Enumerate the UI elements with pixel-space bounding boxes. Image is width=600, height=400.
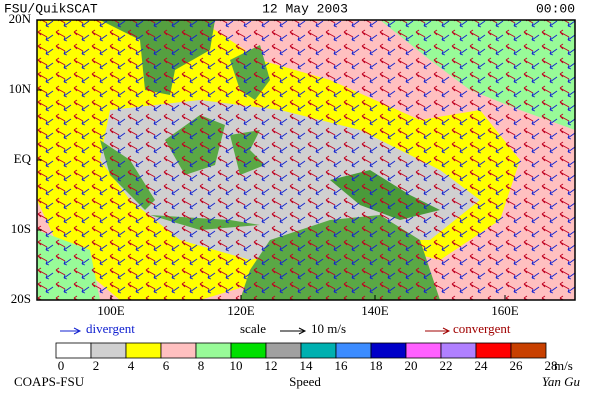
colorbar-label: 6 bbox=[163, 358, 170, 373]
colorbar-label: 10 bbox=[230, 358, 243, 373]
footer-right: Yan Gu bbox=[542, 374, 581, 389]
map bbox=[36, 19, 576, 301]
colorbar-label: 0 bbox=[58, 358, 65, 373]
latitude-label: 20N bbox=[9, 11, 32, 26]
legend-divergent: divergent bbox=[86, 321, 135, 336]
colorbar-label: 24 bbox=[475, 358, 489, 373]
colorbar-label: 12 bbox=[265, 358, 278, 373]
color-box bbox=[440, 342, 477, 359]
color-box bbox=[370, 342, 407, 359]
color-box bbox=[55, 342, 92, 359]
arrow-legend: divergent scale 10 m/s convergent bbox=[60, 321, 511, 336]
colorbar-label: 26 bbox=[510, 358, 524, 373]
colorbar-label: 20 bbox=[405, 358, 418, 373]
latitude-label: 10N bbox=[9, 81, 32, 96]
color-box bbox=[475, 342, 512, 359]
latitude-label: 20S bbox=[11, 291, 31, 306]
legend-scale: scale bbox=[240, 321, 266, 336]
colorbar-label: 18 bbox=[370, 358, 383, 373]
color-box bbox=[300, 342, 337, 359]
color-box bbox=[230, 342, 267, 359]
scale-arrow bbox=[280, 327, 307, 335]
footer-left: COAPS-FSU bbox=[14, 374, 85, 389]
color-box bbox=[90, 342, 127, 359]
colorbar-label: 8 bbox=[198, 358, 205, 373]
colorbar: 0 2 4 6 8 10 12 14 16 18 20 22 24 26 28m/s bbox=[55, 342, 573, 373]
latitude-axis: 20N 10N EQ 10S 20S bbox=[9, 11, 42, 306]
latitude-label: 10S bbox=[11, 221, 31, 236]
latitude-label: EQ bbox=[14, 151, 32, 166]
color-box bbox=[335, 342, 372, 359]
divergent-arrow bbox=[60, 327, 82, 335]
color-box bbox=[510, 342, 547, 359]
color-box bbox=[125, 342, 162, 359]
header-right: 00:00 bbox=[536, 1, 575, 16]
colorbar-title: Speed bbox=[289, 374, 321, 389]
color-box bbox=[405, 342, 442, 359]
longitude-label: 160E bbox=[491, 303, 519, 318]
longitude-label: 140E bbox=[361, 303, 389, 318]
colorbar-label: 22 bbox=[440, 358, 453, 373]
legend-convergent: convergent bbox=[453, 321, 511, 336]
colorbar-label: 2 bbox=[93, 358, 100, 373]
color-box bbox=[160, 342, 197, 359]
longitude-axis: 100E 120E 140E 160E bbox=[97, 295, 519, 318]
header-center: 12 May 2003 bbox=[262, 1, 348, 16]
colorbar-label: 4 bbox=[128, 358, 135, 373]
colorbar-label: 14 bbox=[300, 358, 314, 373]
colorbar-unit: m/s bbox=[554, 358, 573, 373]
header-left: FSU/QuikSCAT bbox=[4, 1, 98, 16]
longitude-label: 120E bbox=[227, 303, 255, 318]
legend-scale-value: 10 m/s bbox=[311, 321, 346, 336]
colorbar-label: 28 bbox=[545, 358, 558, 373]
wind-vectors bbox=[37, 20, 575, 300]
longitude-label: 100E bbox=[97, 303, 125, 318]
color-box bbox=[265, 342, 302, 359]
convergent-arrow bbox=[425, 327, 451, 335]
colorbar-label: 16 bbox=[335, 358, 349, 373]
color-box bbox=[195, 342, 232, 359]
